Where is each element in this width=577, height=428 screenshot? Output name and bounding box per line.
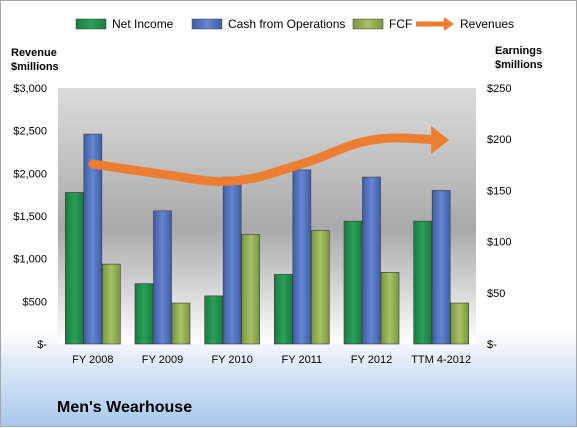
bar-net-income-3 — [274, 274, 292, 344]
bar-fcf-0 — [102, 264, 120, 344]
left-tick-label: $2,500 — [13, 126, 47, 138]
right-axis-title: $millions — [495, 59, 543, 71]
legend-label-fcf: FCF — [389, 17, 412, 31]
bar-cash-from-operations-5 — [432, 190, 450, 344]
legend-label-cash-from-operations: Cash from Operations — [228, 17, 345, 31]
x-tick-label: FY 2011 — [282, 354, 323, 366]
legend-swatch-cash-from-operations — [192, 19, 222, 29]
right-tick-label: $50 — [487, 288, 505, 300]
bar-fcf-2 — [242, 234, 260, 344]
right-tick-label: $100 — [487, 237, 511, 249]
bar-net-income-4 — [344, 221, 362, 344]
x-tick-label: TTM 4-2012 — [411, 354, 471, 366]
left-tick-label: $3,000 — [13, 83, 47, 95]
right-tick-label: $150 — [487, 185, 511, 197]
left-tick-label: $1,500 — [13, 211, 47, 223]
bar-fcf-1 — [172, 303, 190, 344]
left-axis-title: $millions — [11, 61, 59, 73]
legend-label-revenues: Revenues — [460, 17, 514, 31]
bar-fcf-5 — [451, 303, 469, 344]
bar-net-income-1 — [135, 284, 153, 344]
left-tick-label: $- — [37, 339, 47, 351]
legend-swatch-fcf — [353, 19, 383, 29]
bar-net-income-0 — [65, 192, 83, 344]
bar-fcf-4 — [381, 272, 399, 344]
bar-cash-from-operations-4 — [363, 177, 381, 344]
right-axis-title: Earnings — [495, 45, 542, 57]
bar-net-income-5 — [414, 221, 432, 344]
company-name: Men's Wearhouse — [57, 399, 192, 417]
x-tick-label: FY 2009 — [142, 354, 183, 366]
bar-cash-from-operations-3 — [293, 170, 311, 344]
plot-area — [58, 88, 476, 344]
bar-cash-from-operations-2 — [223, 177, 241, 344]
legend-swatch-arrowhead — [444, 17, 454, 31]
right-tick-label: $200 — [487, 134, 511, 146]
left-tick-label: $500 — [23, 296, 47, 308]
right-tick-label: $- — [487, 339, 497, 351]
left-tick-label: $2,000 — [13, 168, 47, 180]
bar-net-income-2 — [205, 296, 223, 344]
legend-swatch-net-income — [76, 19, 106, 29]
left-axis-title: Revenue — [11, 47, 57, 59]
legend-label-net-income: Net Income — [112, 17, 174, 31]
left-tick-label: $1,000 — [13, 254, 47, 266]
x-tick-label: FY 2010 — [211, 354, 252, 366]
bar-fcf-3 — [311, 230, 329, 344]
x-tick-label: FY 2008 — [72, 354, 113, 366]
legend: Net Income Cash from Operations FCF Revenue… — [76, 17, 514, 31]
right-tick-label: $250 — [487, 83, 511, 95]
bar-cash-from-operations-1 — [154, 211, 172, 344]
x-tick-label: FY 2012 — [351, 354, 392, 366]
